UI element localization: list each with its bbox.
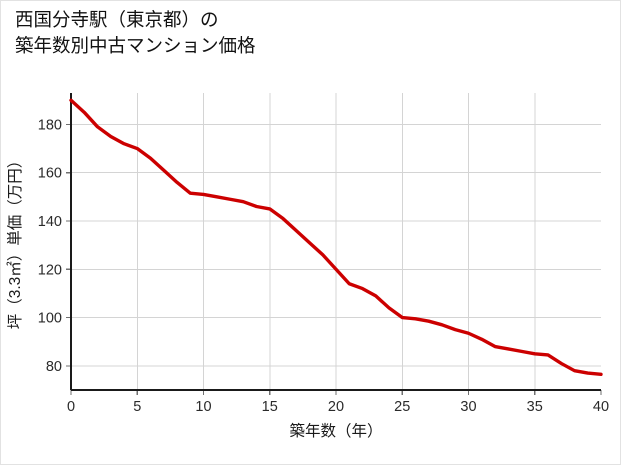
x-tick-group: 0 5 10 15 20 25 30 35 40	[67, 390, 609, 415]
x-tick-label: 5	[133, 399, 141, 415]
x-tick-label: 40	[593, 399, 609, 415]
axis-lines-group	[69, 93, 601, 392]
x-tick-label: 35	[527, 399, 543, 415]
x-tick-label: 25	[394, 399, 410, 415]
y-tick-group: 80 100 120 140 160 180	[38, 117, 71, 375]
x-tick-label: 0	[67, 399, 75, 415]
x-tick-label: 30	[460, 399, 476, 415]
x-tick-label: 15	[262, 399, 278, 415]
y-tick-label: 100	[38, 311, 62, 327]
x-tick-label: 20	[328, 399, 344, 415]
y-axis-title-holder: 坪（3.3㎡）単価（万円）	[1, 91, 31, 391]
x-tick-label: 10	[195, 399, 211, 415]
y-tick-label: 140	[38, 214, 62, 230]
y-tick-label: 120	[38, 262, 62, 278]
y-tick-label: 160	[38, 166, 62, 182]
y-tick-label: 80	[46, 359, 62, 375]
gridlines-group	[71, 93, 601, 390]
y-tick-label: 180	[38, 117, 62, 133]
y-axis-title: 坪（3.3㎡）単価（万円）	[7, 152, 24, 330]
x-axis-title: 築年数（年）	[289, 422, 382, 440]
price-trend-line	[69, 98, 603, 376]
page-title: 西国分寺駅（東京都）の 築年数別中古マンション価格	[15, 9, 256, 56]
